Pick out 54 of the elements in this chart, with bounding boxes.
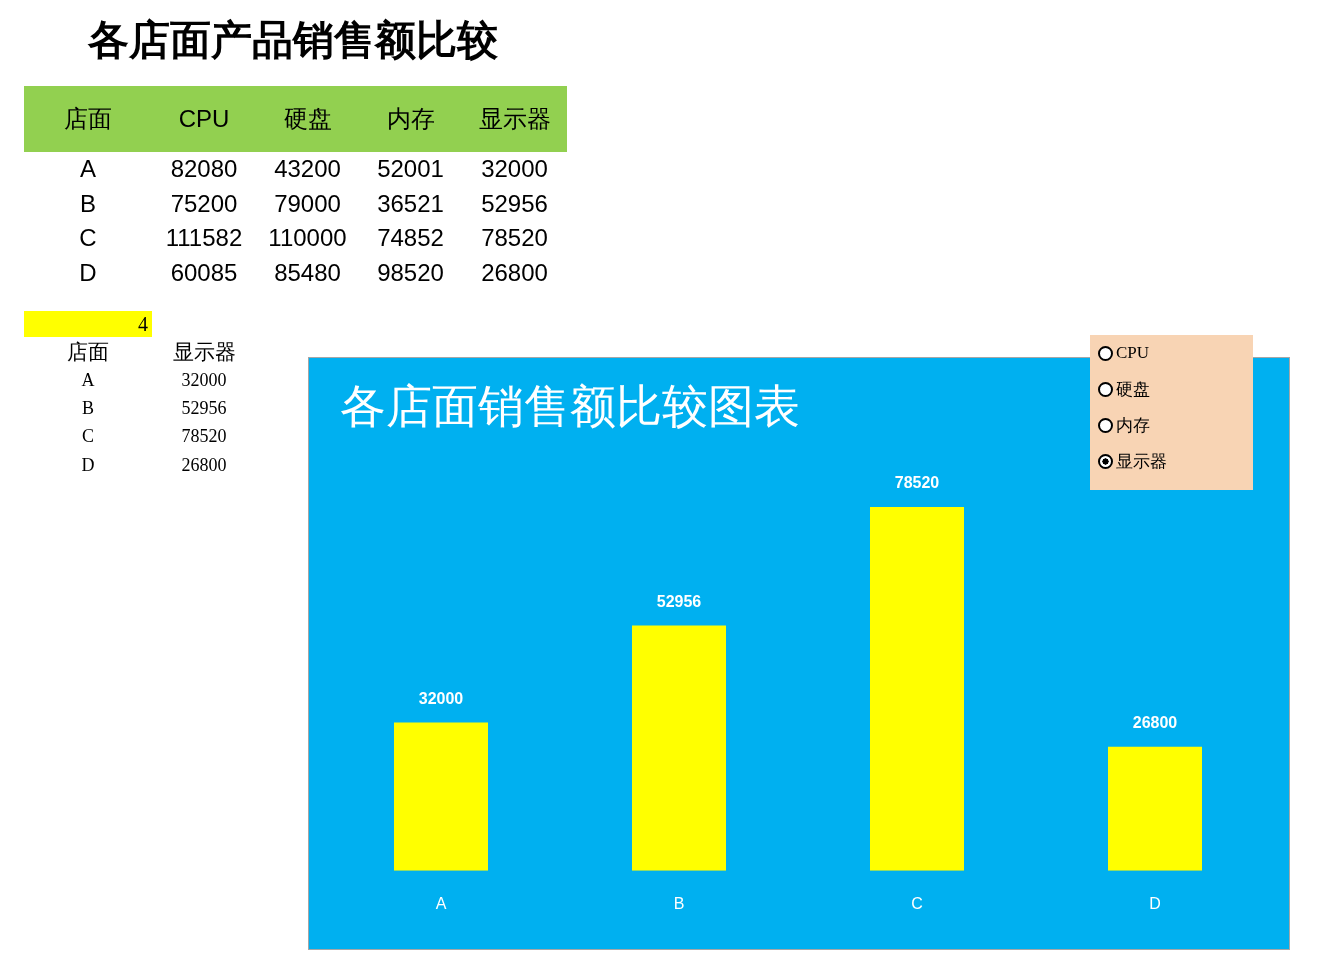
category-label: D	[81, 454, 95, 476]
data-label: 60085	[170, 258, 238, 287]
text: 硬盘	[283, 105, 332, 132]
legend-label: 内存	[1116, 414, 1150, 437]
data-label: 32000	[181, 369, 227, 391]
data-label: 78520	[481, 224, 548, 253]
legend-label: 显示器	[1116, 450, 1167, 473]
category-label: A	[79, 155, 96, 184]
data-label: 52956	[656, 592, 702, 610]
data-label: 52956	[181, 397, 227, 419]
data-label: 52001	[377, 155, 444, 184]
data-label: 26800	[181, 454, 227, 476]
data-label: 32000	[481, 155, 548, 184]
bar	[394, 722, 489, 871]
text: 显示器	[478, 105, 551, 132]
legend-label: 硬盘	[1116, 378, 1150, 401]
x-tick-label: C	[911, 894, 923, 912]
data-label: 85480	[274, 258, 341, 287]
bar	[632, 625, 727, 871]
text: 显示器	[172, 339, 236, 366]
data-label: 36521	[377, 189, 444, 218]
chart-title: 各店面销售额比较图表	[340, 379, 800, 434]
text: 内存	[386, 105, 435, 132]
data-label: 82080	[170, 155, 238, 184]
text: 各店面产品销售额比较	[88, 16, 498, 65]
data-label: 52956	[481, 189, 548, 218]
legend-label: CPU	[1116, 343, 1150, 363]
data-label: 43200	[274, 155, 341, 184]
data-label: 110000	[268, 224, 347, 253]
data-label: 75200	[170, 189, 238, 218]
text: CPU	[178, 105, 230, 132]
category-label: B	[79, 189, 96, 218]
category-label: C	[81, 426, 94, 448]
text: 店面	[64, 104, 112, 134]
category-label: B	[81, 397, 94, 419]
category-label: D	[79, 258, 97, 287]
text: 4	[138, 312, 148, 336]
data-label: 78520	[181, 426, 227, 448]
data-label: 74852	[377, 224, 444, 253]
x-tick-label: D	[1149, 894, 1161, 912]
data-label: 32000	[418, 689, 464, 707]
bar	[870, 507, 965, 871]
category-label: A	[81, 369, 95, 391]
x-tick-label: A	[435, 894, 447, 912]
data-label: 98520	[377, 258, 444, 287]
bar	[1107, 746, 1203, 871]
x-tick-label: B	[673, 894, 685, 912]
data-label: 78520	[894, 474, 940, 492]
data-label: 111582	[165, 224, 243, 253]
data-label: 26800	[1132, 714, 1178, 732]
text: 店面	[67, 339, 109, 366]
category-label: C	[79, 224, 97, 253]
data-label: 79000	[274, 189, 341, 218]
data-label: 26800	[481, 258, 548, 287]
